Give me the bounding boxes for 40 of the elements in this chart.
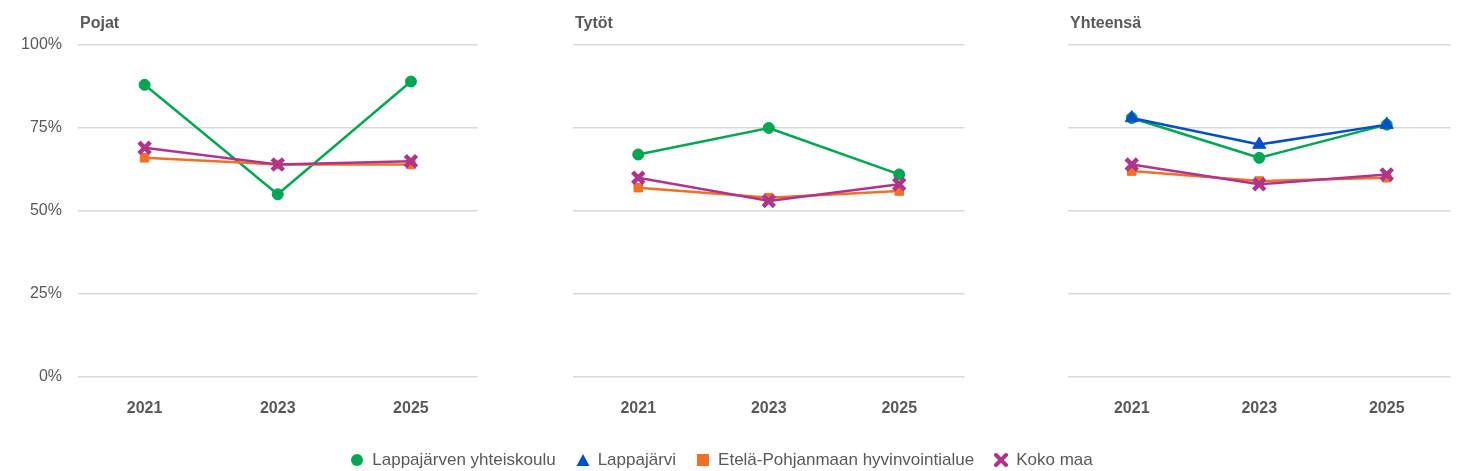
legend-label: Etelä-Pohjanmaan hyvinvointialue (718, 450, 975, 470)
point (760, 193, 777, 209)
point (762, 121, 775, 134)
point (269, 156, 286, 173)
x-tick-label: 2025 (881, 398, 918, 416)
x-tick-label: 2023 (1241, 398, 1278, 416)
point (891, 176, 908, 193)
x-tick-label: 2021 (1113, 398, 1150, 416)
x-tick-label: 2021 (620, 398, 657, 416)
x-tick-label: 2023 (750, 398, 787, 416)
point (633, 182, 643, 193)
point (632, 148, 645, 161)
legend-label: Lappajärvi (597, 450, 677, 470)
x-tick-label: 2025 (1368, 398, 1405, 416)
point (1253, 151, 1266, 164)
y-tick-label: 25% (29, 284, 62, 302)
point (1251, 176, 1268, 193)
legend-label: Koko maa (1016, 450, 1093, 470)
x-tick-label: 2023 (259, 398, 296, 416)
point (139, 153, 150, 163)
point (271, 188, 284, 201)
point (403, 153, 419, 170)
chart-title: Yhteensä (1070, 14, 1142, 32)
chart-title: Pojat (80, 14, 120, 32)
legend-label: Lappajärven yhteiskoulu (372, 450, 556, 470)
y-tick-label: 0% (38, 367, 62, 385)
x-tick-label: 2021 (126, 398, 163, 416)
y-tick-label: 100% (21, 35, 62, 53)
point (404, 75, 417, 88)
chart-title: Tytöt (575, 14, 613, 32)
point (1123, 156, 1140, 173)
point (138, 78, 151, 91)
y-tick-label: 50% (29, 201, 62, 219)
point (1252, 136, 1267, 149)
point (1378, 166, 1395, 183)
point (630, 169, 647, 186)
y-tick-label: 75% (29, 118, 62, 136)
x-tick-label: 2025 (393, 398, 429, 416)
point (136, 139, 153, 156)
point (893, 168, 906, 181)
